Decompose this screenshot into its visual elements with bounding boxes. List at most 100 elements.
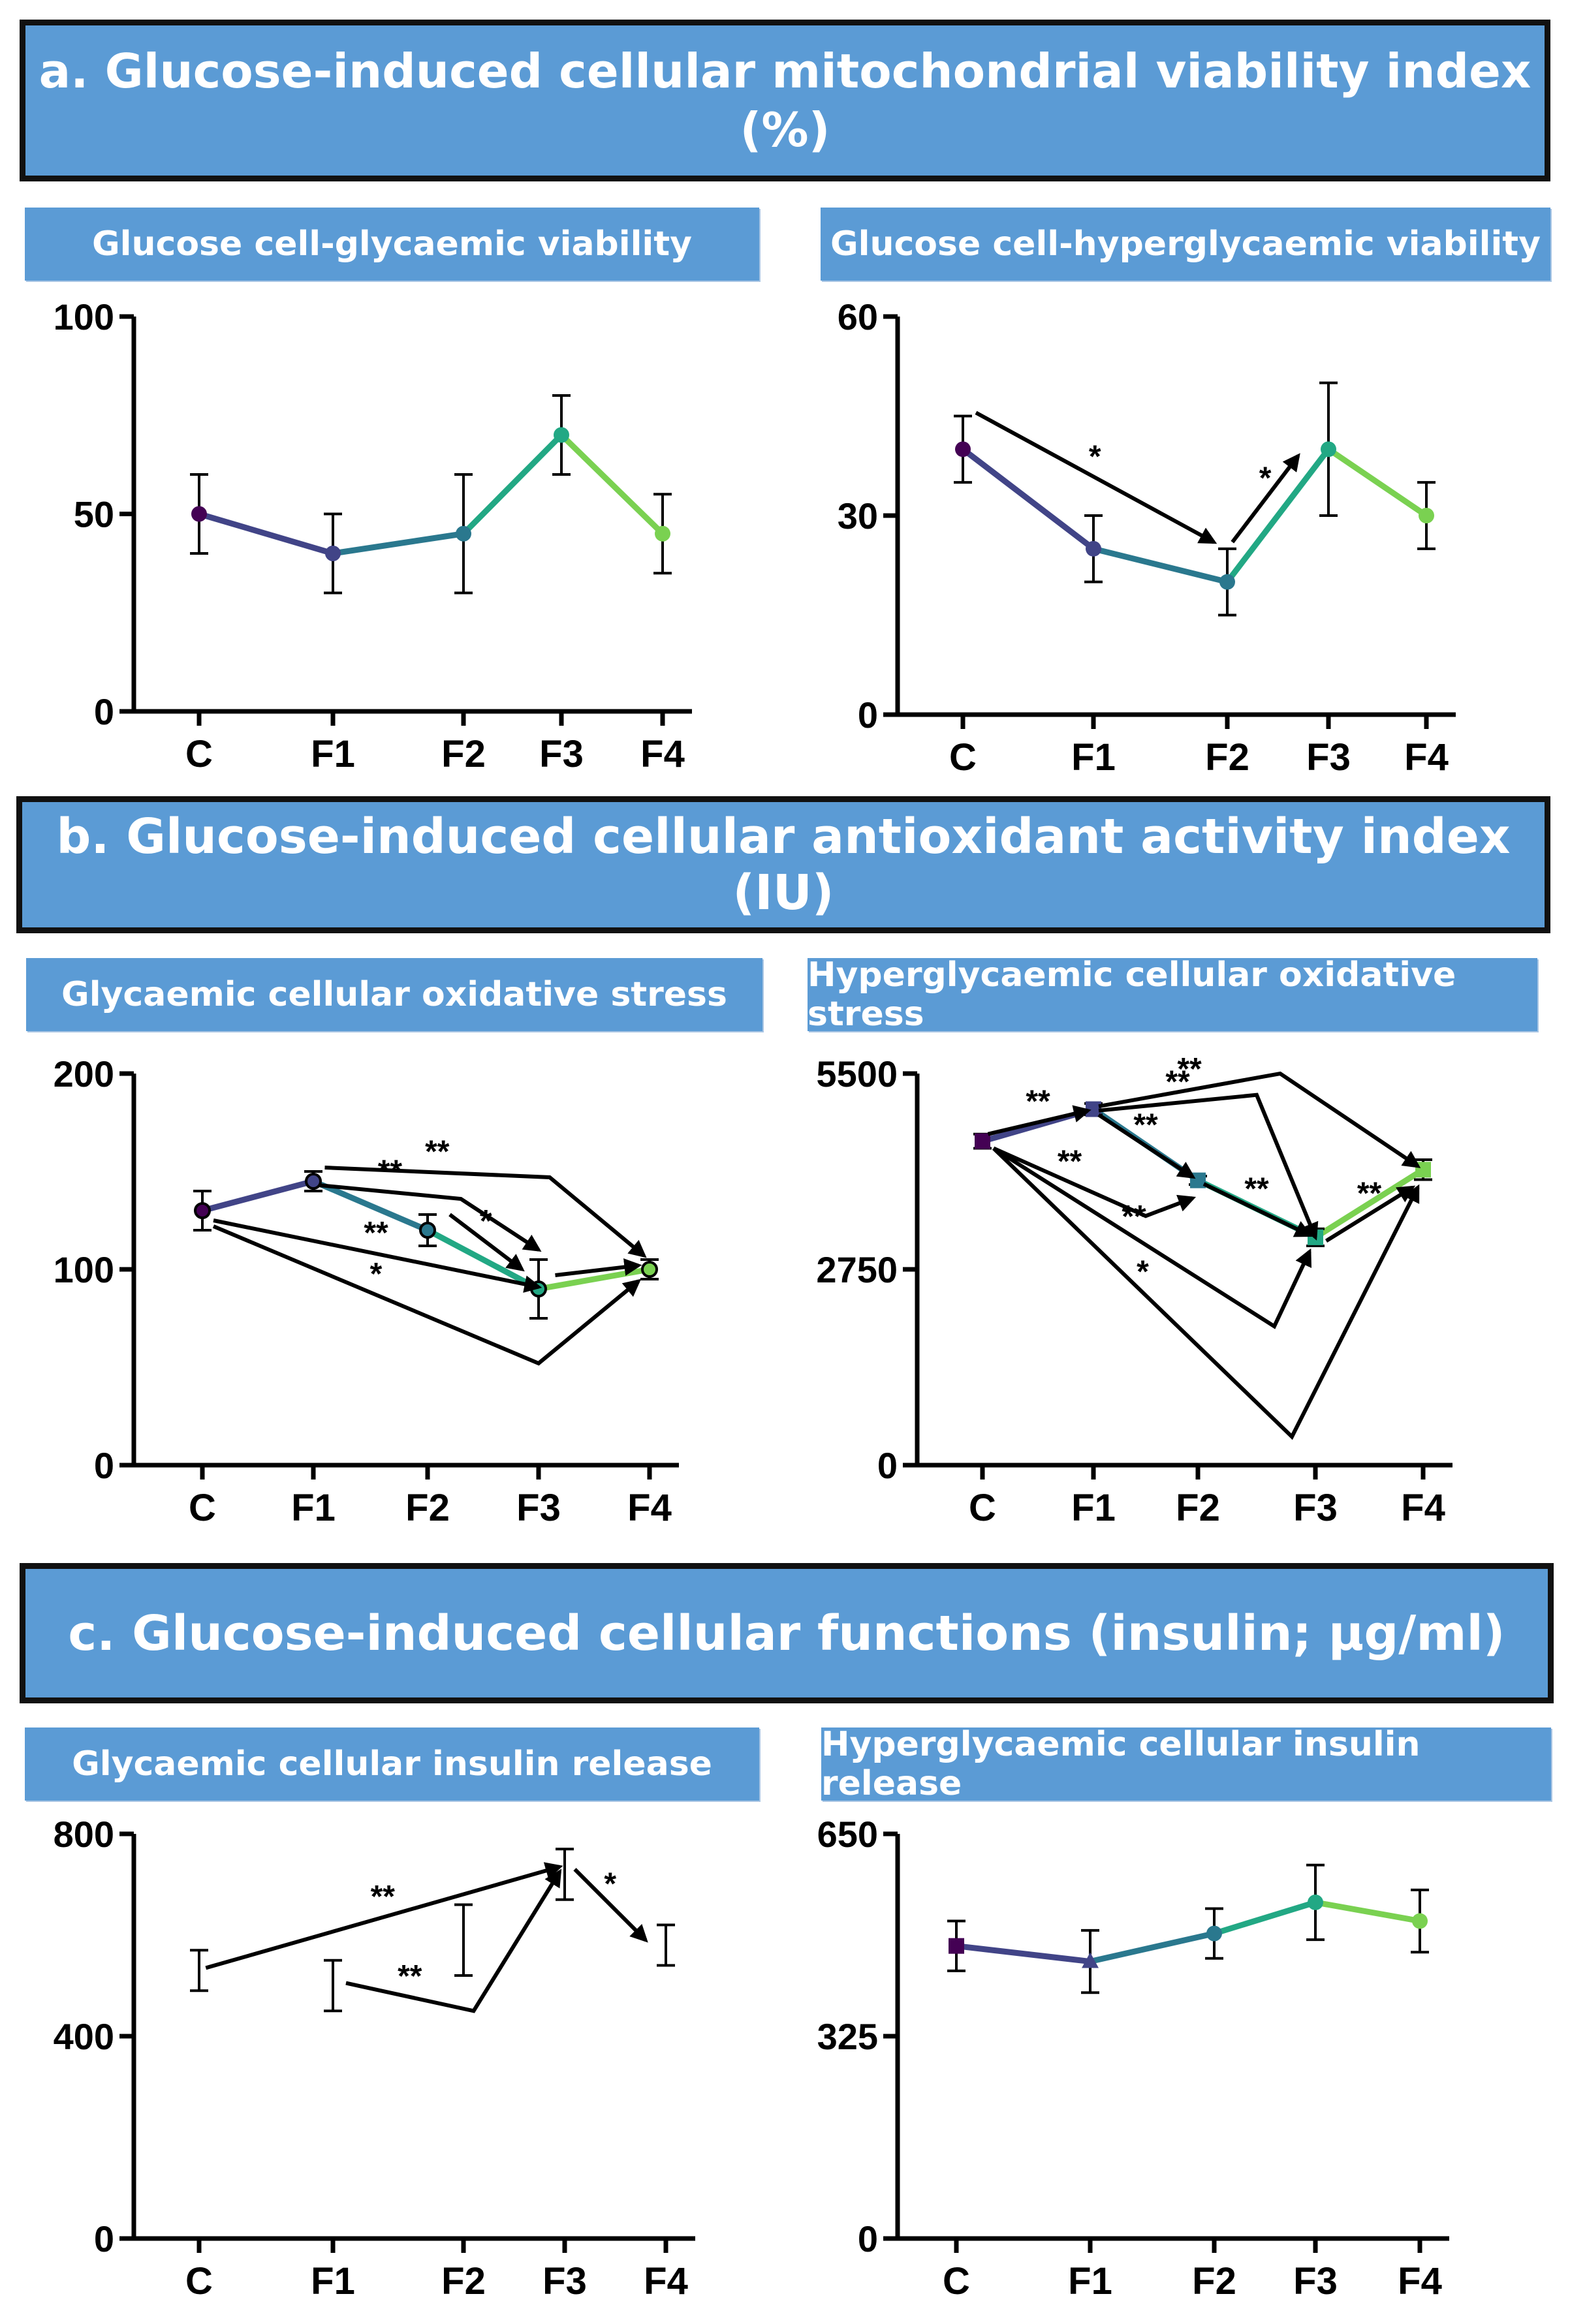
- chart1-series-segment-3: [1325, 446, 1430, 519]
- chart1-x-tick-label-4: F4: [1404, 736, 1449, 779]
- chart0-point-1: [325, 546, 341, 561]
- chart0-y-tick-label-2: 100: [54, 296, 114, 337]
- chart1-series-segment-2: [1224, 446, 1332, 585]
- chart2-series-segment-2: [424, 1227, 542, 1292]
- section-b-title: b. Glucose-induced cellular antioxidant …: [56, 809, 1511, 921]
- panel-title-glycaemic-oxidative: Glycaemic cellular oxidative stress: [26, 958, 762, 1031]
- chart4-significance-arrow-0: [205, 1862, 563, 1970]
- chart3-significance-label-4: **: [1244, 1171, 1269, 1206]
- chart2-point-1: [305, 1173, 322, 1190]
- panel-title-hyperglycaemic-oxidative: Hyperglycaemic cellular oxidative stress: [808, 955, 1537, 1034]
- chart4-y-tick-label-0: 0: [94, 2218, 114, 2259]
- chart4-x-tick-label-4: F4: [644, 2260, 688, 2302]
- chart1-x-tick-label-1: F1: [1071, 736, 1116, 779]
- chart1-point-3: [1321, 441, 1336, 457]
- chart1-x-tick-label-3: F3: [1306, 736, 1351, 779]
- chart1-significance-label-1: *: [1259, 461, 1272, 496]
- chart3-x-tick-label-0: C: [969, 1487, 996, 1529]
- chart5-x-tick-label-0: C: [943, 2260, 970, 2302]
- chart1-y-tick-label-0: 0: [858, 694, 878, 736]
- chart2-series-segment-0: [199, 1178, 317, 1214]
- chart0-series-segment-3: [558, 432, 666, 537]
- chart0-x-tick-label-3: F3: [539, 733, 584, 775]
- chart2-significance-arrow-1: [319, 1183, 542, 1252]
- chart4-significance-arrow-2: [573, 1868, 648, 1943]
- chart2-series-segment-1: [310, 1178, 431, 1233]
- chart0-point-0: [191, 506, 207, 522]
- chart3-significance-label-6: **: [1058, 1144, 1082, 1179]
- chart1-x-tick-label-2: F2: [1205, 736, 1249, 779]
- chart0-y-tick-label-0: 0: [94, 691, 114, 732]
- chart2-significance-arrow-5: [212, 1224, 642, 1366]
- chart2-y-tick-label-2: 200: [54, 1053, 114, 1094]
- chart3-significance-arrow-3: [1098, 1071, 1421, 1168]
- chart2-y-tick-label-0: 0: [94, 1445, 114, 1486]
- chart3-x-tick-label-2: F2: [1176, 1487, 1220, 1529]
- chart3-significance-label-3: **: [1177, 1052, 1202, 1087]
- chart3-significance-label-7: **: [1122, 1200, 1146, 1234]
- chart5-series-segment-0: [953, 1943, 1093, 1965]
- chart1-point-0: [955, 441, 971, 457]
- chart2-x-tick-label-3: F3: [516, 1487, 561, 1529]
- chart3-significance-label-0: **: [1026, 1085, 1050, 1119]
- chart2-significance-label-5: *: [370, 1257, 383, 1292]
- chart5-y-tick-label-2: 650: [817, 1814, 878, 1855]
- chart4-y-tick-label-1: 400: [54, 2016, 114, 2057]
- chart1-significance-arrow-0: [975, 411, 1217, 544]
- chart5-point-1: [1082, 1952, 1099, 1968]
- chart3-significance-label-1: **: [1133, 1108, 1158, 1143]
- chart3-significance-arrow-5: [1325, 1185, 1416, 1243]
- chart3-x-tick-label-1: F1: [1071, 1487, 1116, 1529]
- chart3-y-tick-label-1: 2750: [816, 1249, 898, 1290]
- chart3-significance-arrow-8: [992, 1147, 1420, 1440]
- chart4-significance-label-0: **: [371, 1880, 396, 1914]
- chart4-x-tick-label-2: F2: [441, 2260, 486, 2302]
- chart5-x-tick-label-1: F1: [1068, 2260, 1112, 2302]
- chart2-x-tick-label-4: F4: [627, 1487, 672, 1529]
- chart2-point-2: [419, 1222, 436, 1239]
- chart3-point-0: [975, 1133, 990, 1149]
- chart1-series-segment-1: [1090, 546, 1231, 585]
- chart5-x-tick-label-4: F4: [1398, 2260, 1442, 2302]
- chart2-significance-arrow-4: [555, 1258, 642, 1277]
- chart1-x-tick-label-0: C: [949, 736, 977, 779]
- chart2-significance-label-0: **: [425, 1135, 450, 1170]
- chart2-x-tick-label-0: C: [189, 1487, 216, 1529]
- chart0-x-tick-label-1: F1: [311, 733, 355, 775]
- chart5-series-segment-2: [1211, 1899, 1319, 1937]
- panel-title-glycaemic-insulin: Glycaemic cellular insulin release: [25, 1728, 759, 1801]
- chart1-significance-label-0: *: [1089, 440, 1101, 474]
- section-a-title-line2: (%): [740, 102, 830, 157]
- chart4-x-tick-label-3: F3: [542, 2260, 587, 2302]
- chart3-y-tick-label-2: 5500: [816, 1053, 898, 1094]
- chart3-y-tick-label-0: 0: [877, 1445, 898, 1486]
- panel-title-hyperglycaemic-viability: Glucose cell-hyperglycaemic viability: [821, 208, 1550, 281]
- section-a-title-line1: a. Glucose-induced cellular mitochondria…: [39, 44, 1531, 99]
- chart4-significance-label-1: **: [398, 1959, 422, 1994]
- chart4-x-tick-label-1: F1: [311, 2260, 355, 2302]
- chart3-significance-arrow-7: [992, 1146, 1312, 1329]
- chart5-y-tick-label-1: 325: [817, 2016, 878, 2057]
- chart5-x-tick-label-3: F3: [1293, 2260, 1338, 2302]
- panel-title-hyperglycaemic-insulin: Hyperglycaemic cellular insulin release: [821, 1725, 1551, 1803]
- chart1-significance-arrow-1: [1231, 453, 1300, 544]
- chart0-x-tick-label-0: C: [185, 733, 213, 775]
- chart2-significance-label-3: **: [364, 1216, 388, 1250]
- chart5-series-segment-3: [1312, 1899, 1423, 1925]
- chart1-y-tick-label-1: 30: [838, 495, 878, 536]
- section-b-banner: b. Glucose-induced cellular antioxidant …: [16, 796, 1550, 933]
- chart2-point-0: [194, 1202, 211, 1219]
- chart3-significance-arrow-0: [987, 1105, 1091, 1136]
- chart2-significance-arrow-3: [213, 1218, 542, 1293]
- chart1-point-4: [1419, 508, 1434, 523]
- chart5-point-2: [1206, 1925, 1222, 1942]
- chart2-y-tick-label-1: 100: [54, 1249, 114, 1290]
- chart5-point-3: [1308, 1894, 1323, 1910]
- chart2-point-3: [530, 1280, 547, 1297]
- chart5-series-segment-1: [1087, 1930, 1217, 1965]
- chart0-series-segment-0: [196, 511, 336, 557]
- chart3-x-tick-label-4: F4: [1401, 1487, 1445, 1529]
- chart1-point-2: [1219, 574, 1235, 590]
- section-c-title: c. Glucose-induced cellular functions (i…: [68, 1605, 1505, 1662]
